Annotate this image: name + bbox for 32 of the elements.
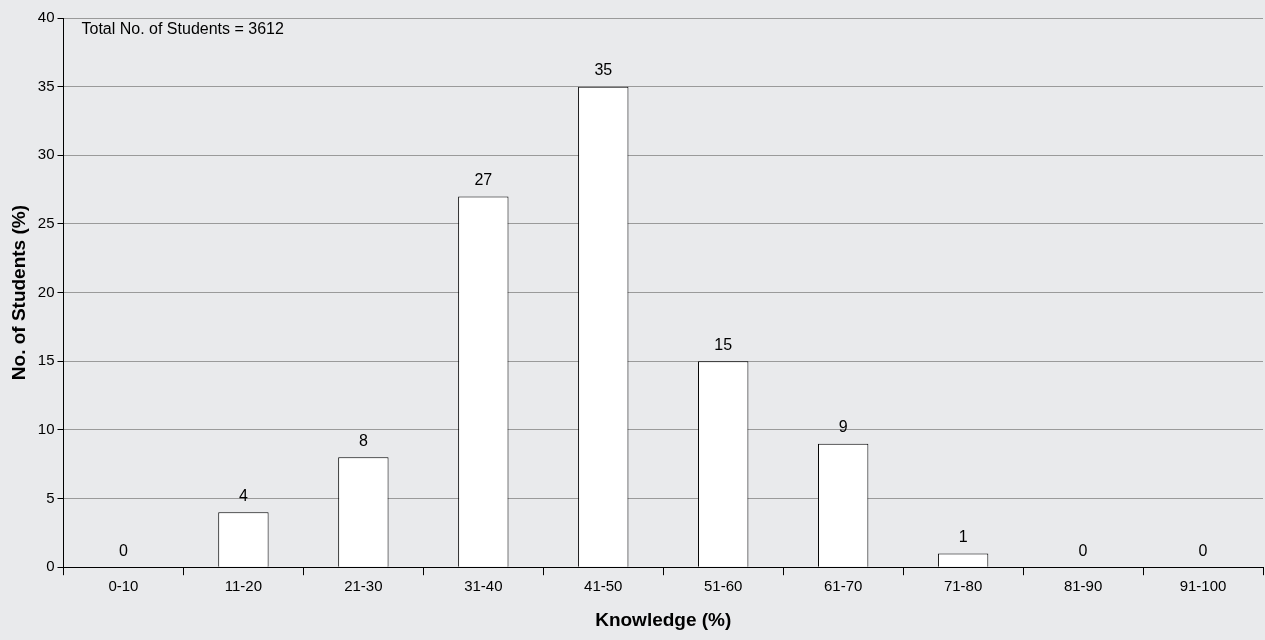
x-tick-label: 0-10 (108, 577, 139, 595)
data-label: 35 (594, 61, 613, 79)
data-label: 0 (119, 541, 129, 559)
y-tick-label: 0 (46, 557, 55, 575)
x-tick-label: 51-60 (704, 577, 743, 595)
x-tick-label: 91-100 (1179, 577, 1227, 595)
data-label: 4 (238, 486, 248, 504)
data-label: 8 (358, 431, 368, 449)
x-tick-label: 81-90 (1063, 577, 1103, 595)
x-tick-label: 71-80 (943, 577, 983, 595)
y-tick-label: 35 (37, 76, 55, 94)
x-tick-label: 21-30 (344, 577, 383, 595)
data-label: 9 (838, 418, 848, 436)
y-tick-label: 15 (37, 351, 55, 369)
y-tick-label: 30 (37, 145, 55, 163)
y-tick-label: 40 (37, 8, 55, 26)
data-label: 0 (1078, 541, 1088, 559)
data-label: 0 (1198, 541, 1208, 559)
data-label: 15 (714, 335, 733, 353)
x-axis-title: Knowledge (%) (595, 608, 732, 630)
data-label: 1 (958, 527, 968, 545)
y-tick-label: 5 (46, 488, 55, 506)
x-tick-label: 41-50 (584, 577, 623, 595)
y-tick-label: 25 (37, 214, 55, 232)
x-tick-label: 31-40 (464, 577, 503, 595)
y-axis-title: No. of Students (%) (7, 205, 29, 381)
y-tick-label: 10 (37, 420, 55, 438)
y-tick-label: 20 (37, 282, 55, 300)
x-tick-label: 11-20 (224, 577, 263, 595)
x-tick-label: 61-70 (823, 577, 863, 595)
annotation: Total No. of Students = 3612 (81, 20, 284, 38)
data-label: 27 (474, 170, 493, 188)
